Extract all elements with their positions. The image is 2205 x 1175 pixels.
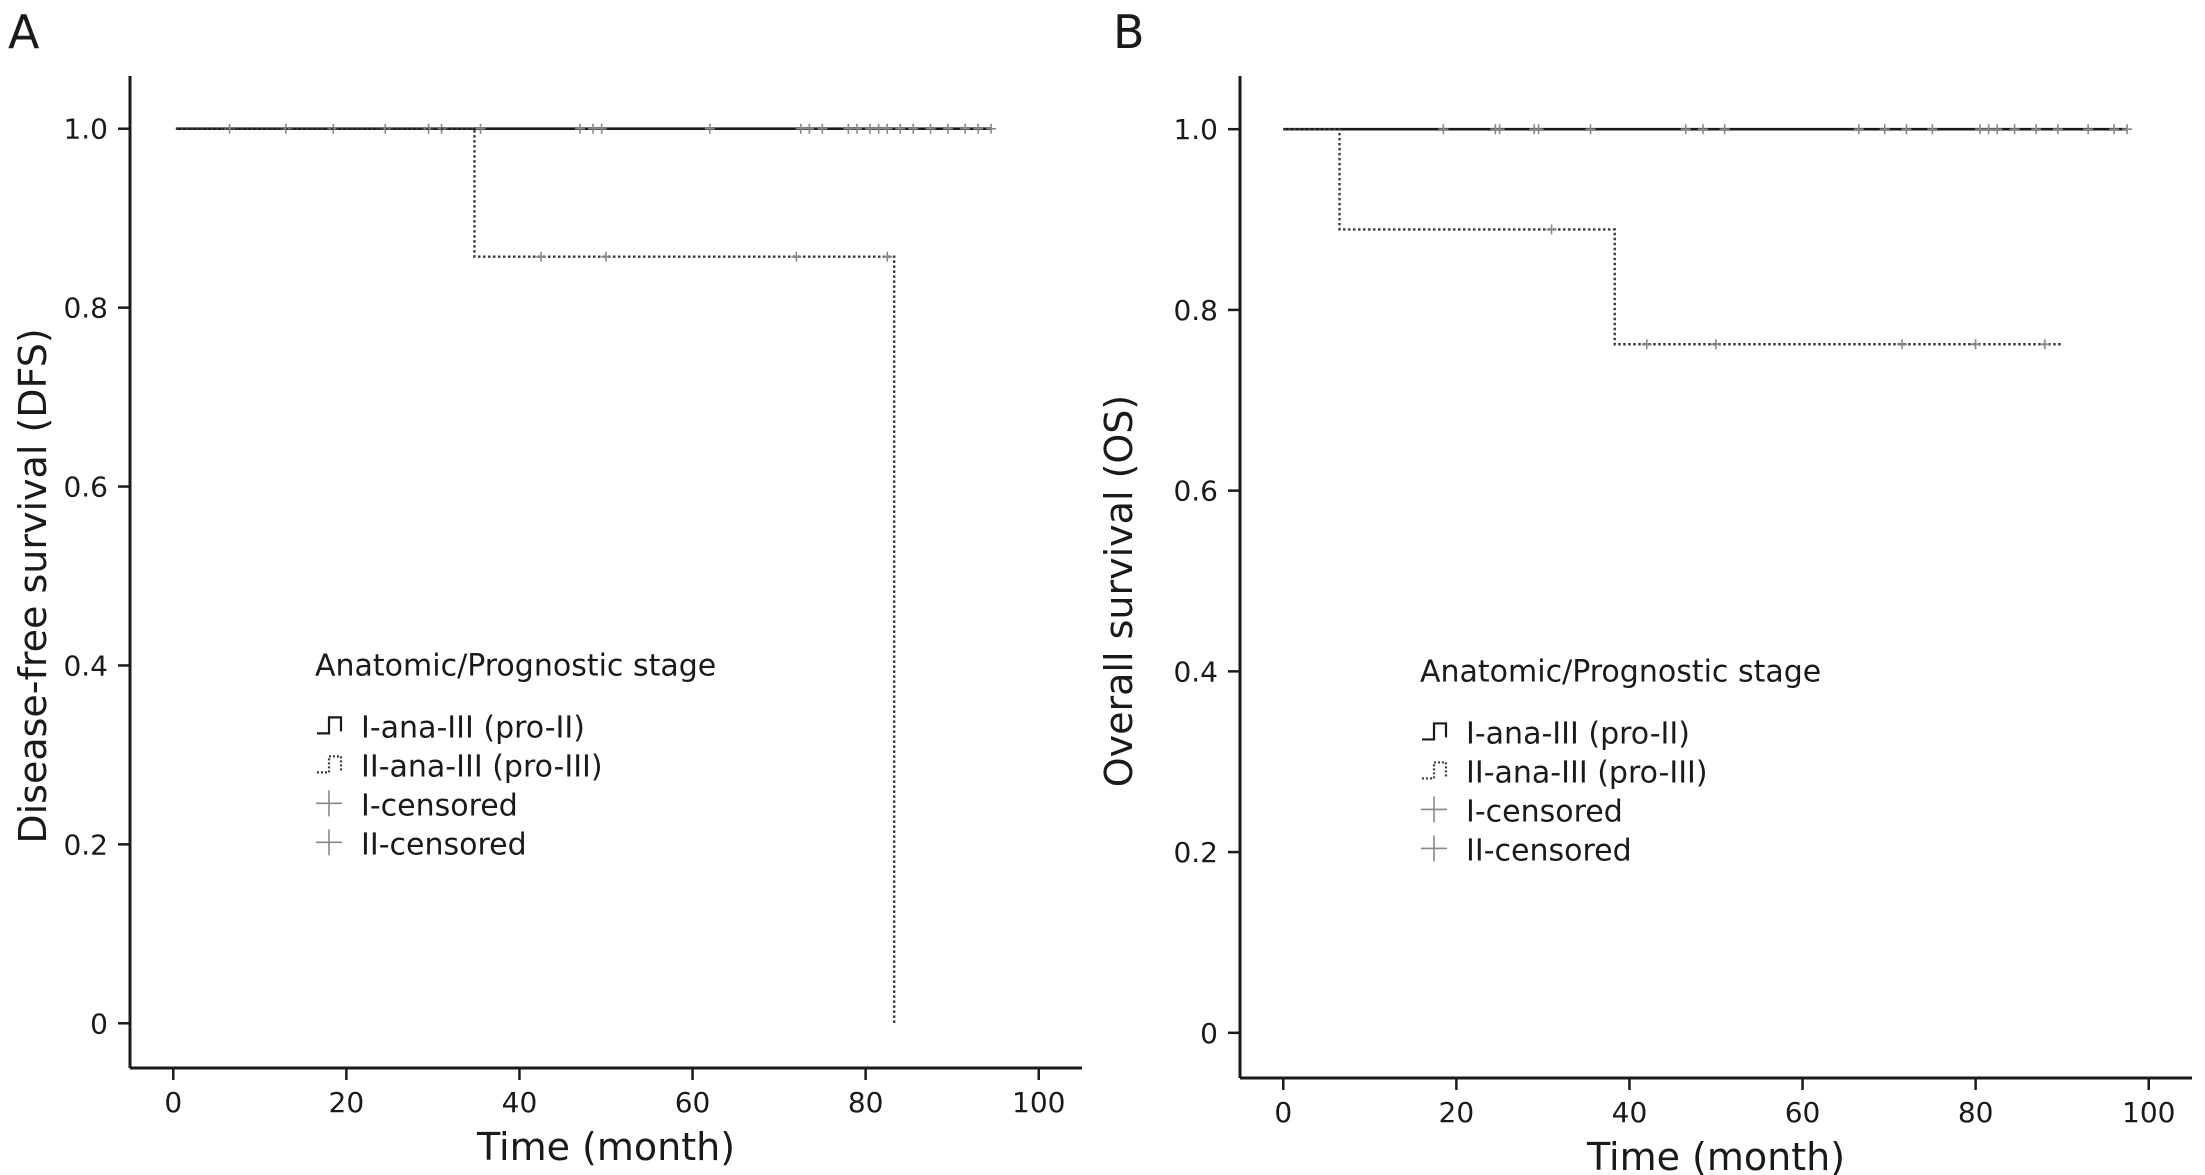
y-tick-label: 0.8: [1173, 294, 1218, 327]
x-axis-title: Time (month): [476, 1125, 735, 1169]
y-tick-label: 0.6: [1173, 475, 1218, 508]
solid-step-icon: [317, 716, 343, 735]
y-tick-label: 1.0: [1173, 113, 1218, 146]
series-2-step-line: [1283, 127, 2063, 346]
legend-label: II-censored: [361, 827, 527, 862]
x-tick-label: 40: [1612, 1096, 1648, 1129]
legend-label: I-censored: [1466, 794, 1623, 829]
x-tick-label: 60: [675, 1086, 711, 1119]
x-axis-title: Time (month): [1586, 1135, 1845, 1175]
legend-title: Anatomic/Prognostic stage: [1420, 654, 1821, 689]
legend-label: II-ana-III (pro-III): [1466, 755, 1708, 790]
legend-label: I-ana-III (pro-II): [1466, 716, 1690, 751]
x-tick-label: 100: [1012, 1086, 1065, 1119]
x-tick-label: 80: [848, 1086, 884, 1119]
x-tick-label: 100: [2122, 1096, 2175, 1129]
x-tick-label: 0: [1274, 1096, 1292, 1129]
legend-label: I-censored: [361, 788, 518, 823]
y-tick-label: 0.4: [1173, 655, 1218, 688]
x-tick-label: 20: [1439, 1096, 1475, 1129]
legend-label: II-ana-III (pro-III): [361, 749, 603, 784]
x-tick-label: 0: [164, 1086, 182, 1119]
legend-label: II-censored: [1466, 833, 1632, 868]
dotted-step-icon: [1422, 761, 1448, 780]
panel-letter: B: [1113, 5, 1145, 59]
series-2-step-line: [175, 127, 896, 1024]
panel-b: B 0 0.2 0.4 0.6 0.8 1.0 0 20 40 60 80 100 Time (month…: [1097, 5, 2192, 1175]
dotted-step-icon: [317, 755, 343, 774]
y-tick-label: 0.2: [1173, 836, 1218, 869]
x-tick-label: 80: [1958, 1096, 1994, 1129]
y-axis-title: Disease-free survival (DFS): [11, 328, 55, 843]
legend: Anatomic/Prognostic stage I-ana-III (pro-…: [1420, 654, 1821, 868]
panel-a: A 0 0.2 0.4 0.6 0.8 1.0 0 20 40 60 80 100 Time (month…: [8, 5, 1082, 1169]
y-tick-label: 0.6: [63, 471, 108, 504]
legend: Anatomic/Prognostic stage I-ana-III (pro-…: [315, 648, 716, 862]
panel-letter: A: [8, 5, 40, 59]
legend-title: Anatomic/Prognostic stage: [315, 648, 716, 683]
solid-step-icon: [1422, 722, 1448, 741]
y-tick-label: 0: [1200, 1017, 1218, 1050]
x-tick-label: 40: [502, 1086, 538, 1119]
y-tick-label: 0.2: [63, 828, 108, 861]
y-tick-label: 0.8: [63, 292, 108, 325]
y-axis-title: Overall survival (OS): [1097, 395, 1141, 788]
x-tick-label: 60: [1785, 1096, 1821, 1129]
y-tick-label: 0.4: [63, 649, 108, 682]
y-tick-label: 1.0: [63, 113, 108, 146]
legend-label: I-ana-III (pro-II): [361, 710, 585, 745]
x-tick-label: 20: [329, 1086, 365, 1119]
y-tick-label: 0: [90, 1007, 108, 1040]
